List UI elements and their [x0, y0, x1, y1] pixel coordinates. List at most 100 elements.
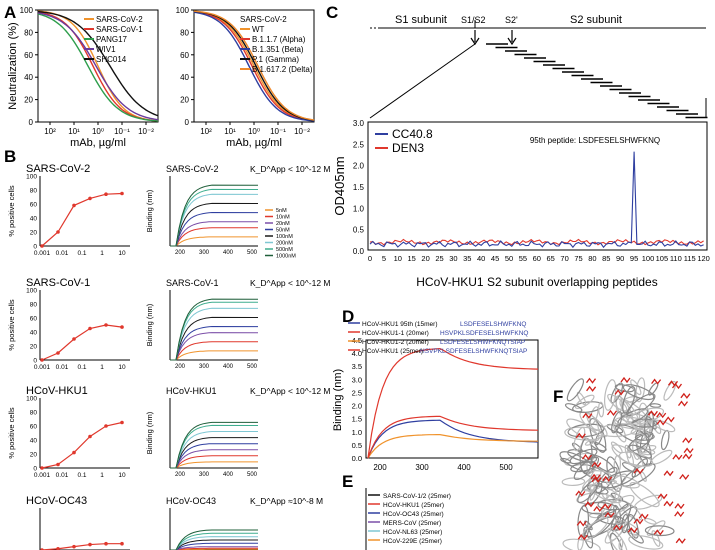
panel-f-glycan [582, 412, 593, 419]
panel-f-glycan [664, 416, 675, 423]
panel-f-ribbon [611, 444, 644, 468]
panel-b-xtick-label: 0.001 [34, 472, 51, 479]
panel-b-kd-label: K_D^App < 10^-12 M [250, 278, 331, 288]
panel-f-ribbon [613, 506, 638, 531]
panel-a-curve [37, 12, 159, 121]
panel-c-s1-label: S1 subunit [395, 14, 447, 26]
panel-f-ribbon [629, 482, 660, 508]
panel-b-pos-point [88, 434, 92, 439]
panel-d-plot-frame [365, 339, 539, 459]
panel-f-ribbon [630, 379, 642, 396]
panel-b-bli-curve [170, 221, 258, 247]
panel-f-glycan [663, 500, 674, 507]
panel-f-ribbon [605, 480, 617, 485]
panel-b-pos-ylabel: % positive cells [7, 185, 16, 237]
panel-b-xtick-label: 0.001 [34, 364, 51, 371]
panel-d-legend-label: HCoV-HKU1 (25mer) [362, 348, 423, 355]
panel-f-ribbon [607, 393, 628, 412]
panel-f-glycan [581, 454, 593, 461]
panel-a-legend-label: SARS-CoV-1 [96, 25, 143, 34]
panel-f-ribbon [611, 475, 640, 489]
panel-f-ribbon [598, 423, 638, 438]
panel-c-legend-label: DEN3 [392, 141, 424, 155]
panel-f-ribbon [577, 478, 600, 504]
panel-a-xtick-label: 10⁰ [92, 127, 104, 136]
panel-f-glycan [667, 380, 679, 387]
panel-e-legend-label: HCoV-NL63 (25mer) [383, 529, 442, 536]
panel-f-glycan [590, 473, 601, 480]
panel-f-glycan [679, 473, 690, 480]
panel-b-ytick-label: 100 [26, 396, 37, 403]
panel-b-xtick-label: 0.01 [56, 472, 69, 479]
panel-b-pos-point [88, 542, 92, 547]
panel-f-ribbon [566, 378, 585, 402]
panel-b-bli-curve [170, 542, 258, 550]
panel-e-letter: E [342, 472, 353, 491]
panel-c-xtick-label: 50 [505, 254, 513, 263]
panel-f-ribbon [589, 441, 607, 452]
panel-b-bli-curve [170, 236, 258, 247]
panel-f-glycan [606, 409, 618, 416]
panel-c-xtick-label: 30 [449, 254, 457, 263]
panel-c-xtick-label: 5 [382, 254, 386, 263]
panel-c-xtick-label: 120 [697, 254, 710, 263]
panel-f-glycan [677, 400, 689, 407]
panel-a-ytick-label: 20 [180, 96, 189, 105]
panel-a-ytick-label: 100 [176, 6, 190, 15]
panel-f-ribbon [622, 385, 636, 414]
panel-e: SARS-CoV-1/2 (25mer) HCoV-HKU1 (25mer) HCo… [365, 488, 451, 550]
panel-c-xtick-label: 105 [656, 254, 669, 263]
panel-a-xtick-label: 10⁻² [294, 127, 310, 136]
panel-b-bind-xtick: 300 [199, 472, 210, 478]
panel-d-ytick-label: 3.5 [352, 362, 362, 371]
panel-e-legend-label: HCoV-HKU1 (25mer) [383, 502, 444, 509]
panel-b-bli-curve [170, 227, 259, 247]
panel-a-curve [193, 11, 315, 122]
panel-b-pos-curve [41, 421, 123, 469]
panel-d-xtick-label: 200 [373, 463, 387, 472]
panel-b-bli-curve [170, 449, 259, 469]
panel-b-bind-xtick: 200 [175, 364, 186, 370]
panel-f-ribbon [626, 393, 656, 417]
panel-c-xtick-label: 60 [533, 254, 541, 263]
panel-f-ribbon [635, 377, 646, 403]
panel-b-bind-xtick: 400 [223, 364, 234, 370]
panel-d-legend-label: HCoV-HKU1 95th (15mer) [362, 321, 438, 328]
panel-a-ytick-label: 40 [180, 73, 189, 82]
panel-c-xtick-label: 45 [491, 254, 499, 263]
panel-a-xtick-label: 10⁻¹ [270, 127, 286, 136]
panel-b-row-title: HCoV-OC43 [26, 495, 87, 507]
panel-b-pos-point [40, 244, 44, 248]
panel-e-legend-label: MERS-CoV (25mer) [383, 520, 441, 527]
panel-a-right-xlabel: mAb, µg/ml [226, 137, 282, 149]
panel-b-pos-point [120, 541, 124, 546]
panel-c-letter: C [326, 3, 338, 22]
panel-d-xtick-label: 300 [415, 463, 429, 472]
panel-f-ribbon [576, 391, 587, 406]
panel-b-letter: B [4, 147, 16, 166]
panel-b-xtick-label: 10 [118, 250, 126, 257]
panel-f-glycan [682, 437, 693, 444]
panel-b-bli-curve [170, 332, 259, 361]
panel-a-curve [37, 13, 159, 122]
panel-b-bli-legend-label: 100nM [276, 234, 293, 240]
panel-a-ytick-label: 40 [24, 73, 33, 82]
panel-f-ribbon [644, 517, 657, 525]
panel-a-letter: A [4, 3, 16, 22]
panel-f-glycan [680, 392, 691, 399]
panel-b: SARS-CoV-2 SARS-CoV-2 K_D^App < 10^-12 M10… [7, 163, 331, 550]
panel-f-glycan [591, 461, 602, 468]
panel-d-ytick-label: 1.0 [352, 428, 362, 437]
panel-a-ytick-label: 20 [24, 96, 33, 105]
panel-c-ytick-label: 1.5 [353, 183, 365, 192]
panel-c-xtick-label: 15 [408, 254, 416, 263]
panel-f-glycan [656, 419, 667, 426]
panel-c-s2prime-arrow [507, 30, 517, 46]
panel-f-ribbon [627, 407, 665, 425]
panel-f-glycan [633, 518, 644, 525]
panel-b-xtick-label: 0.01 [56, 250, 69, 257]
panel-f-ribbon [600, 470, 637, 489]
panel-b-bli-curve [170, 536, 259, 550]
panel-b-xtick-label: 10 [118, 472, 126, 479]
panel-b-bli-curve [170, 455, 258, 469]
